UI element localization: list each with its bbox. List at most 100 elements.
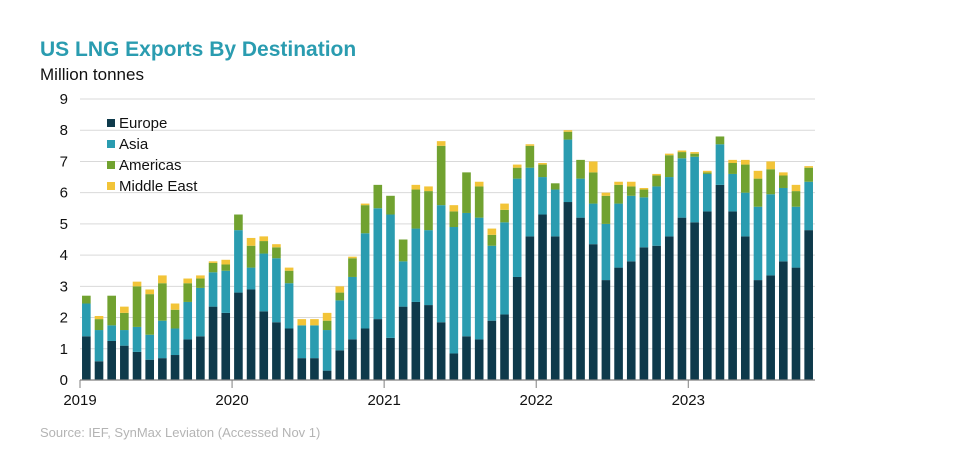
bar-segment-middle-east <box>196 275 205 279</box>
bar-segment-middle-east <box>690 152 699 154</box>
bar-segment-middle-east <box>132 281 142 287</box>
bar-segment-americas <box>690 153 699 157</box>
bar-segment-middle-east <box>449 205 459 212</box>
bar-segment-middle-east <box>348 256 357 259</box>
bar-segment-middle-east <box>779 172 788 176</box>
bar-segment-europe <box>246 289 256 380</box>
bar-segment-americas <box>462 172 471 213</box>
bar-segment-asia <box>487 245 497 321</box>
bar-segment-europe <box>107 340 116 380</box>
bar-segment-asia <box>234 230 243 293</box>
bar-segment-middle-east <box>487 228 497 235</box>
bar-segment-asia <box>512 178 522 277</box>
bar-segment-europe <box>272 322 281 380</box>
bar-segment-middle-east <box>272 244 281 248</box>
bar-segment-europe <box>120 345 129 380</box>
bar-segment-middle-east <box>94 315 104 320</box>
bar-segment-europe <box>728 211 737 380</box>
bar-segment-europe <box>145 359 155 380</box>
bar-segment-middle-east <box>664 153 674 156</box>
y-tick-label: 3 <box>60 278 68 295</box>
bar-segment-asia <box>208 272 218 307</box>
bar-segment-middle-east <box>120 306 129 313</box>
y-tick-label: 8 <box>60 122 68 139</box>
bar-segment-asia <box>221 270 231 313</box>
bar-segment-middle-east <box>284 267 294 271</box>
bar-segment-asia <box>804 181 813 231</box>
bar-segment-europe <box>538 214 547 380</box>
bar-segment-middle-east <box>766 161 775 170</box>
bar-segment-asia <box>766 194 775 276</box>
y-tick-label: 6 <box>60 185 68 202</box>
x-tick-label: 2020 <box>215 392 248 409</box>
bar-segment-americas <box>487 234 497 246</box>
bar-segment-middle-east <box>791 184 801 192</box>
bar-segment-middle-east <box>221 259 231 265</box>
bar-segment-asia <box>246 267 256 290</box>
source-note: Source: IEF, SynMax Leviaton (Accessed N… <box>40 425 321 440</box>
bar-segment-asia <box>474 217 484 340</box>
bar-segment-europe <box>322 370 332 380</box>
bar-segment-middle-east <box>208 261 218 263</box>
bar-segment-asia <box>753 206 763 281</box>
bar-segment-europe <box>259 311 269 380</box>
bar-segment-europe <box>411 301 421 380</box>
bar-segment-middle-east <box>183 278 193 284</box>
y-tick-label: 4 <box>60 247 68 264</box>
bar-segment-middle-east <box>335 286 345 293</box>
bar-segment-asia <box>272 258 281 323</box>
legend-swatch-middle-east <box>107 182 115 190</box>
bar-segment-americas <box>386 195 395 215</box>
bar-segment-asia <box>525 167 535 237</box>
bar-segment-asia <box>462 212 471 337</box>
bar-segment-europe <box>348 339 357 380</box>
bar-segment-americas <box>715 136 725 145</box>
bar-segment-asia <box>107 325 116 341</box>
bar-segment-asia <box>82 303 91 337</box>
bar-segment-asia <box>284 283 294 329</box>
bar-segment-europe <box>576 217 585 380</box>
bar-segment-americas <box>563 131 573 140</box>
bar-segment-americas <box>449 211 459 228</box>
bar-segment-americas <box>272 247 281 259</box>
bar-segment-europe <box>715 184 725 380</box>
bar-segment-asia <box>398 261 408 307</box>
bar-segment-europe <box>563 202 573 380</box>
y-tick-label: 9 <box>60 91 68 108</box>
bar-segment-middle-east <box>677 150 687 153</box>
bar-segment-americas <box>779 175 788 188</box>
bar-segment-asia <box>449 227 459 354</box>
bar-segment-asia <box>386 214 395 338</box>
bar-segment-americas <box>728 163 737 174</box>
bar-segment-europe <box>753 280 763 380</box>
bar-segment-middle-east <box>702 170 712 173</box>
bar-segment-europe <box>208 306 218 380</box>
bar-segment-asia <box>677 158 687 218</box>
legend-swatch-asia <box>107 140 115 148</box>
bar-segment-americas <box>474 186 484 218</box>
bar-segment-europe <box>487 320 497 380</box>
bar-segment-middle-east <box>411 184 421 190</box>
bar-segment-europe <box>234 292 243 380</box>
bar-segment-middle-east <box>525 144 535 146</box>
bar-segment-americas <box>588 172 598 204</box>
bar-segment-americas <box>196 278 205 288</box>
y-tick-label: 7 <box>60 153 68 170</box>
bar-segment-asia <box>373 208 383 320</box>
bar-segment-asia <box>170 328 180 356</box>
bar-segment-asia <box>360 233 370 329</box>
bar-segment-europe <box>170 355 180 380</box>
bar-segment-asia <box>94 330 104 362</box>
bar-segment-americas <box>398 239 408 262</box>
bar-segment-europe <box>639 247 649 380</box>
bar-segment-europe <box>398 306 408 380</box>
bar-segment-asia <box>259 253 269 312</box>
bar-segment-middle-east <box>639 187 649 190</box>
bar-segment-americas <box>804 167 813 182</box>
bar-segment-asia <box>639 197 649 248</box>
y-tick-label: 2 <box>60 310 68 327</box>
bar-segment-asia <box>702 173 712 212</box>
bar-segment-middle-east <box>626 181 636 187</box>
bar-segment-americas <box>500 209 509 223</box>
bar-segment-americas <box>525 145 535 168</box>
